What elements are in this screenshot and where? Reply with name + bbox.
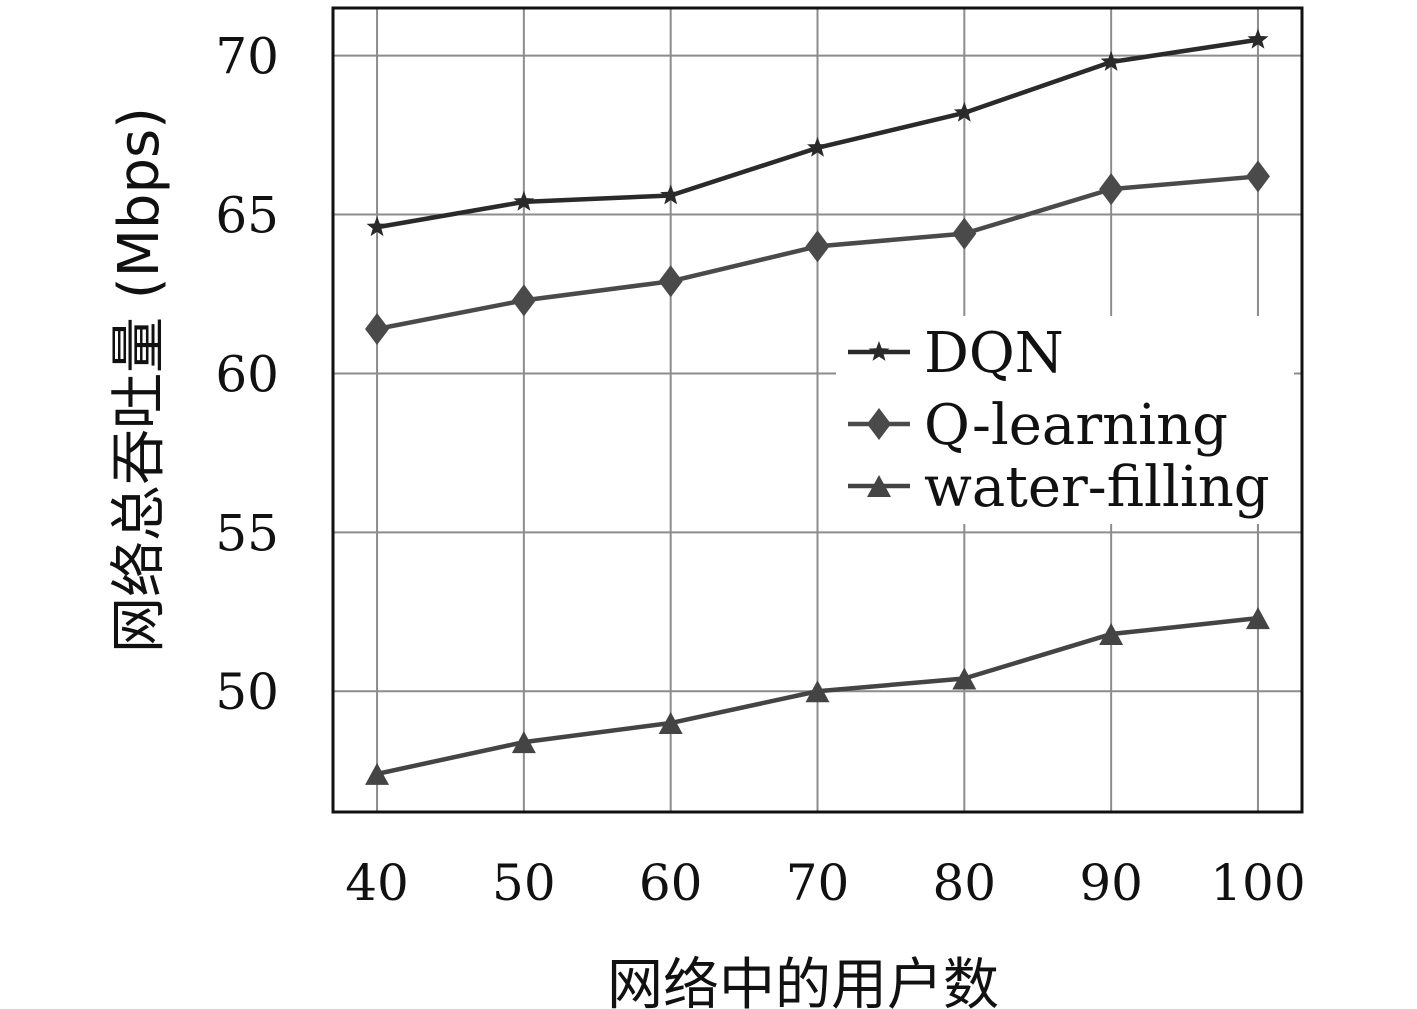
x-tick-label-40: 40	[345, 854, 409, 912]
data-point-dqn-70	[807, 136, 828, 157]
y-axis-title: 网络总吞吐量 (Mbps)	[107, 107, 172, 653]
y-tick-labels: 50 55 60 65 70	[215, 28, 279, 722]
y-tick-label-50: 50	[215, 663, 279, 721]
x-tick-label-80: 80	[933, 854, 997, 912]
x-tick-label-100: 100	[1210, 854, 1305, 912]
data-point-water-filling-80	[952, 667, 977, 690]
legend-item-q-learning: Q-learning	[848, 393, 1228, 458]
data-point-dqn-60	[660, 184, 682, 205]
y-tick-label-70: 70	[215, 28, 279, 86]
data-point-q-learning-80	[952, 217, 977, 250]
y-tick-label-65: 65	[215, 187, 279, 245]
y-tick-label-60: 60	[215, 345, 279, 403]
plot-frame	[331, 6, 1304, 814]
data-point-q-learning-90	[1099, 173, 1124, 206]
series-markers	[365, 28, 1270, 785]
data-point-water-filling-50	[511, 731, 536, 754]
data-point-water-filling-70	[805, 680, 830, 703]
x-tick-label-90: 90	[1079, 854, 1143, 912]
data-point-dqn-80	[953, 101, 975, 122]
x-axis-title: 网络中的用户数	[607, 953, 999, 1009]
data-point-q-learning-40	[365, 312, 390, 345]
data-point-dqn-50	[513, 190, 535, 211]
y-tick-label-55: 55	[215, 504, 279, 562]
data-point-q-learning-60	[658, 265, 683, 298]
data-point-water-filling-100	[1245, 607, 1270, 630]
data-point-water-filling-90	[1099, 623, 1124, 646]
data-point-q-learning-50	[511, 284, 536, 317]
data-point-water-filling-60	[658, 712, 683, 735]
data-point-q-learning-100	[1245, 160, 1270, 193]
data-point-dqn-40	[366, 216, 388, 237]
x-tick-labels: 40 50 60 70 80 90 100	[345, 854, 1305, 912]
x-tick-label-50: 50	[492, 854, 556, 912]
data-point-dqn-100	[1247, 28, 1269, 49]
data-point-dqn-90	[1100, 51, 1122, 71]
legend-label-water-filling: water-filling	[924, 455, 1270, 520]
legend-background	[836, 316, 1294, 524]
legend-item-dqn: DQN	[848, 321, 1064, 386]
legend-label-dqn: DQN	[924, 321, 1064, 386]
x-tick-label-70: 70	[786, 854, 850, 912]
legend-item-water-filling: water-filling	[848, 455, 1270, 520]
data-point-q-learning-70	[805, 230, 830, 263]
legend-label-q-learning: Q-learning	[924, 393, 1228, 458]
legend-marker-water-filling	[867, 475, 891, 497]
legend-marker-dqn	[868, 341, 890, 361]
legend-marker-q-learning	[867, 408, 891, 440]
data-point-water-filling-40	[365, 762, 390, 785]
x-tick-label-60: 60	[639, 854, 703, 912]
